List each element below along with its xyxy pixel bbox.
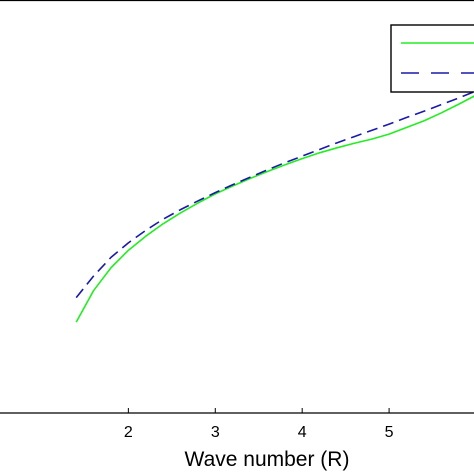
x-tick-label-3: 3	[211, 424, 220, 441]
series-group	[75, 90, 474, 323]
x-tick-label-2: 2	[124, 424, 133, 441]
series-line-1	[75, 95, 474, 323]
x-axis-label: Wave number (R)	[185, 448, 350, 471]
x-tick-label-5: 5	[385, 424, 394, 441]
x-tick-label-4: 4	[298, 424, 307, 441]
legend-box	[390, 24, 474, 93]
axes: 2 3 4 5	[0, 0, 474, 441]
legend	[390, 24, 474, 93]
series-line-2	[75, 90, 474, 299]
